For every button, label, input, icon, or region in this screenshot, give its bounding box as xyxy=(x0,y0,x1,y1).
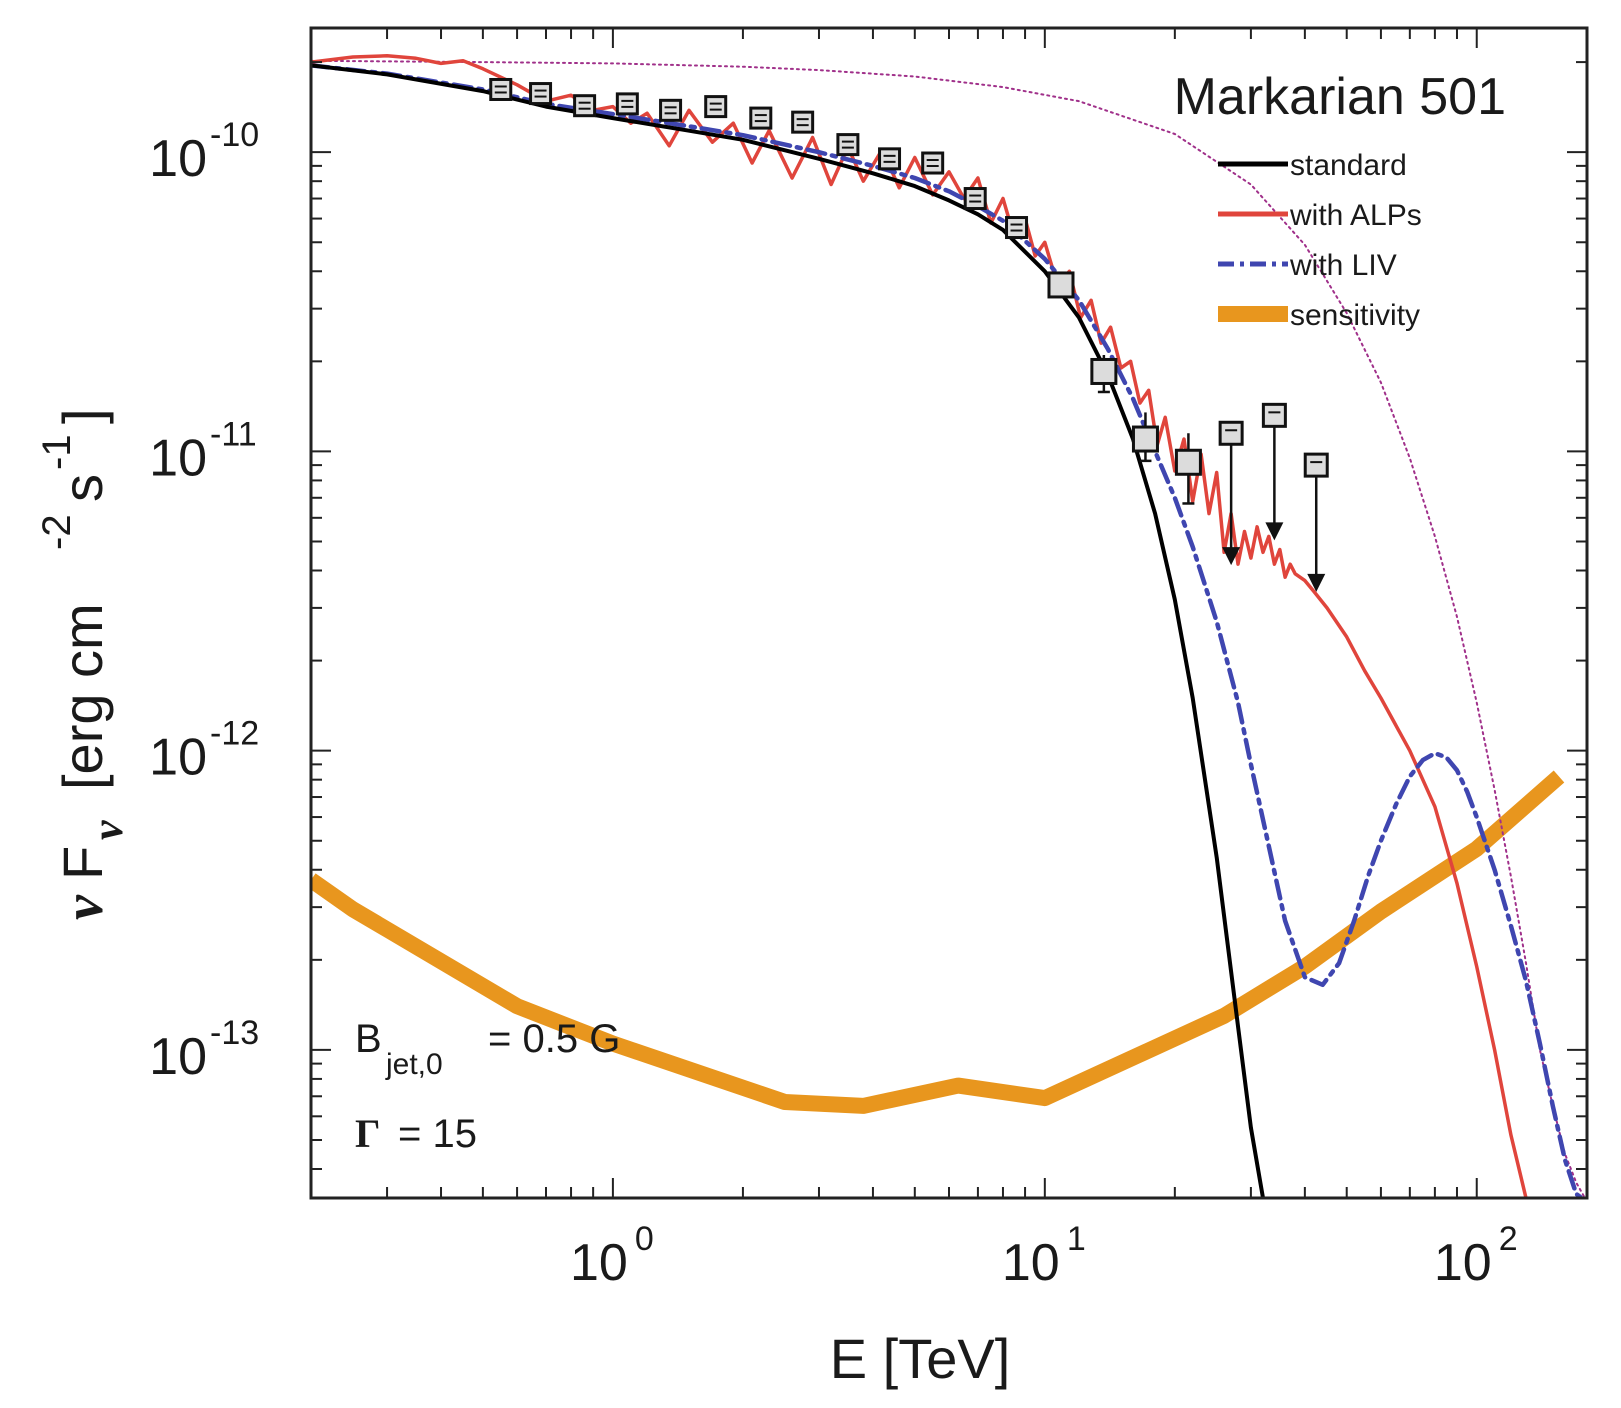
upper-limit-arrowhead xyxy=(1307,573,1326,592)
upper-limit-point xyxy=(1218,420,1244,446)
series-layer xyxy=(311,54,1586,1198)
upper-limit-arrowhead xyxy=(1222,547,1241,566)
bfield-value: = 0.5 G xyxy=(488,1017,620,1061)
series-line-standard xyxy=(311,63,1265,1198)
parameter-annotation: B jet,0 = 0.5 G Γ = 15 xyxy=(355,1017,620,1156)
data-points-layer xyxy=(489,77,1329,592)
y-title-close: ] xyxy=(51,408,114,424)
upper-limit-point xyxy=(1261,402,1287,428)
legend: standard with ALPs with LIV sensitivity xyxy=(1218,149,1422,332)
data-point xyxy=(836,133,860,157)
y-tick-exponent: -10 xyxy=(210,116,259,154)
y-title-nu-sub: ν xyxy=(83,820,132,840)
data-point xyxy=(1174,448,1202,476)
gamma-symbol: Γ xyxy=(355,1111,380,1156)
legend-label-standard: standard xyxy=(1290,149,1407,182)
series-line-intrinsic-dotted xyxy=(311,59,1586,1198)
data-point xyxy=(1047,271,1075,299)
y-tick-label: 10 xyxy=(149,429,207,487)
data-point xyxy=(1005,216,1029,240)
gamma-value: = 15 xyxy=(398,1112,477,1156)
x-axis-title: E [TeV] xyxy=(830,1327,1011,1390)
y-tick-label: 10 xyxy=(149,1028,207,1086)
y-title-exp-cm: -2 xyxy=(35,514,79,550)
upper-limit-point xyxy=(1303,452,1329,478)
legend-label-liv: with LIV xyxy=(1289,249,1397,282)
legend-label-alps: with ALPs xyxy=(1289,199,1422,232)
data-point xyxy=(529,82,553,106)
y-axis-title: ν F ν [erg cm -2 s -1 ] xyxy=(35,408,132,920)
data-point xyxy=(1131,425,1159,453)
data-point xyxy=(573,94,597,118)
x-tick-label: 10 xyxy=(570,1234,628,1292)
y-title-unit: [erg cm xyxy=(51,603,114,790)
legend-label-sensitivity: sensitivity xyxy=(1290,299,1420,332)
x-tick-exponent: 1 xyxy=(1067,1220,1086,1258)
data-point xyxy=(1090,357,1118,385)
series-line-with-liv xyxy=(311,63,1584,1198)
data-point xyxy=(615,92,639,116)
x-tick-exponent: 2 xyxy=(1499,1220,1518,1258)
data-point xyxy=(489,77,513,101)
data-point xyxy=(921,151,945,175)
chart-title: Markarian 501 xyxy=(1174,68,1506,126)
y-tick-exponent: -12 xyxy=(210,715,259,753)
data-point xyxy=(878,147,902,171)
data-point xyxy=(791,110,815,134)
y-tick-label: 10 xyxy=(149,729,207,787)
y-tick-exponent: -13 xyxy=(210,1014,259,1052)
series-line-sensitivity xyxy=(311,770,1565,1114)
y-title-s: s xyxy=(51,474,114,502)
data-point xyxy=(704,95,728,119)
data-point xyxy=(963,187,987,211)
y-title-F: F xyxy=(51,846,114,880)
x-tick-label: 10 xyxy=(1434,1234,1492,1292)
y-tick-exponent: -11 xyxy=(210,415,257,453)
y-title-exp-s: -1 xyxy=(35,434,79,470)
bfield-symbol: B xyxy=(355,1017,382,1061)
upper-limit-arrowhead xyxy=(1265,522,1284,541)
x-tick-exponent: 0 xyxy=(635,1220,654,1258)
bfield-subscript: jet,0 xyxy=(385,1048,443,1081)
data-point xyxy=(659,98,683,122)
x-tick-label: 10 xyxy=(1002,1234,1060,1292)
data-point xyxy=(749,106,773,130)
y-tick-label: 10 xyxy=(149,130,207,188)
y-title-nu: ν xyxy=(53,894,115,920)
